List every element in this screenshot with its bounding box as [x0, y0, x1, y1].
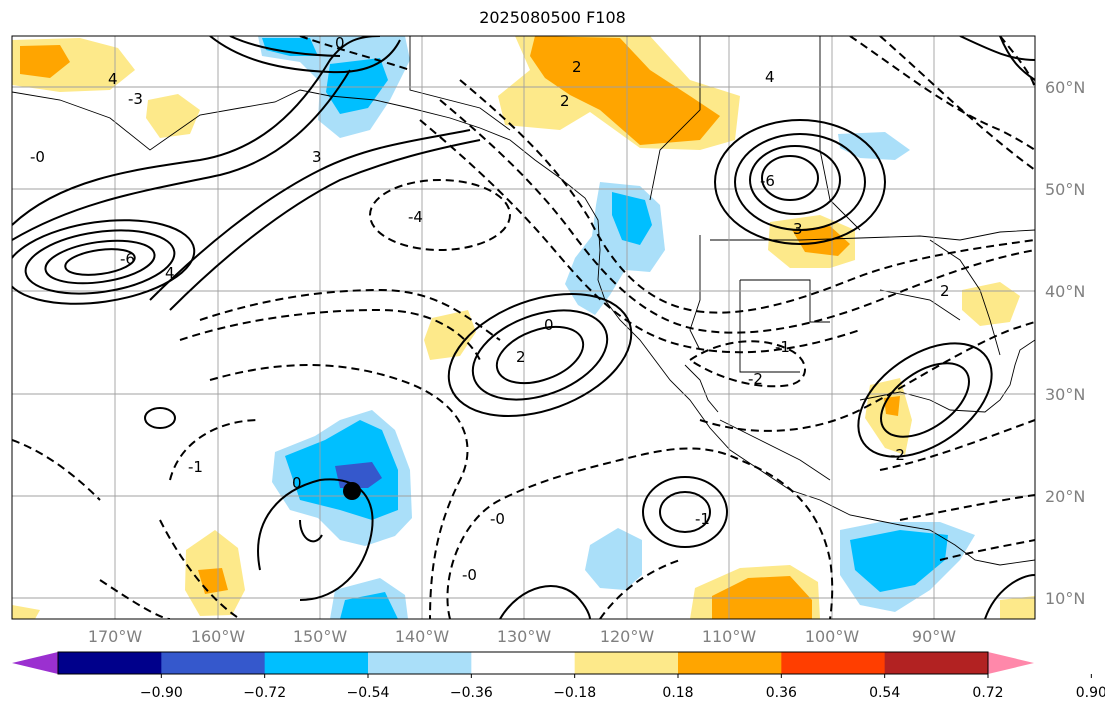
contour-label: -6 [760, 172, 775, 190]
colorbar-tick-label: 0.36 [766, 685, 797, 701]
contour-label: -1 [695, 510, 710, 528]
lon-label: 120°W [600, 627, 655, 646]
colorbar-tick-labels: −0.90 −0.72 −0.54 −0.36 −0.18 0.18 0.36 0.54 0.7… [140, 674, 1105, 701]
negative-anomaly-region [585, 528, 642, 590]
colorbar-cell [471, 652, 576, 674]
positive-anomaly-region [962, 282, 1020, 326]
colorbar-cell [264, 652, 369, 674]
colorbar-cell [161, 652, 266, 674]
colorbar-cell [884, 652, 989, 674]
lat-label: 10°N [1045, 589, 1085, 608]
contour-label-group: -6 4 0 3 -4 2 -6 4 3 -1 -1 -0 -0 0 2 -2 … [30, 34, 950, 584]
negative-anomaly-region [850, 530, 948, 592]
colorbar-tick-label: 0.54 [869, 685, 900, 701]
positive-anomaly-region [1000, 596, 1035, 619]
colorbar-tick-label: −0.72 [243, 685, 286, 701]
negative-anomaly-region [262, 38, 318, 56]
colorbar-cells [58, 652, 989, 674]
lon-label: 130°W [497, 627, 552, 646]
colorbar-cell [781, 652, 886, 674]
positive-anomaly-region [712, 576, 812, 619]
black-dot-marker [343, 482, 361, 500]
colorbar-extend-right [988, 652, 1034, 674]
coastlines [12, 36, 1035, 566]
colorbar-tick-label: −0.54 [347, 685, 390, 701]
colorbar-frame [57, 651, 989, 675]
lon-label: 110°W [702, 627, 757, 646]
contour-label: 2 [560, 92, 570, 110]
lon-label: 170°W [88, 627, 143, 646]
colorbar: −0.90 −0.72 −0.54 −0.36 −0.18 0.18 0.36 0.54 0.7… [12, 651, 1105, 701]
contour-label: -0 [462, 566, 477, 584]
contour-label: 4 [765, 68, 775, 86]
contour-label: 2 [940, 282, 950, 300]
colorbar-tick-label: 0.90 [1076, 685, 1105, 701]
contour-label: -3 [128, 90, 143, 108]
contour-label: 0 [335, 34, 345, 52]
negative-anomaly-region [340, 592, 398, 619]
negative-anomaly-region [838, 132, 910, 160]
lon-label: 100°W [805, 627, 860, 646]
figure-title: 2025080500 F108 [479, 8, 626, 27]
colorbar-tick-label: −0.90 [140, 685, 183, 701]
contour-label: -6 [120, 250, 135, 268]
positive-anomaly-region [20, 45, 70, 78]
colorbar-tick-label: −0.36 [450, 685, 493, 701]
colorbar-cell [574, 652, 679, 674]
lat-label: 60°N [1045, 78, 1085, 97]
positive-anomaly-region [530, 36, 720, 145]
colorbar-extend-left [12, 652, 58, 674]
lat-label: 40°N [1045, 282, 1085, 301]
longitude-labels: 170°W 160°W 150°W 140°W 130°W 120°W 110°… [88, 627, 956, 646]
contour-label: -4 [408, 208, 423, 226]
contour-label: 3 [312, 148, 322, 166]
map-border [11, 35, 1036, 620]
positive-anomaly-region [424, 310, 476, 360]
colorbar-cell [368, 652, 472, 674]
contour-label: -2 [890, 446, 905, 464]
contour-label: -1 [775, 338, 790, 356]
latitude-labels: 60°N 50°N 40°N 30°N 20°N 10°N [1045, 78, 1085, 608]
positive-anomaly-region [12, 605, 40, 619]
colorbar-tick-label: 0.18 [662, 685, 693, 701]
lon-label: 90°W [912, 627, 956, 646]
contour-label: 2 [572, 58, 582, 76]
positive-anomaly-region [884, 396, 900, 416]
lat-label: 30°N [1045, 385, 1085, 404]
contour-label: 4 [108, 70, 118, 88]
dashed-contour-lines [12, 36, 1035, 619]
contour-label: 0 [544, 316, 554, 334]
contour-label: 4 [165, 264, 175, 282]
contour-label: -2 [748, 370, 763, 388]
colorbar-cell [58, 652, 162, 674]
contour-label: 2 [516, 348, 526, 366]
contour-label: -0 [30, 148, 45, 166]
lon-label: 160°W [191, 627, 246, 646]
lat-label: 20°N [1045, 487, 1085, 506]
map-plot-area: -6 4 0 3 -4 2 -6 4 3 -1 -1 -0 -0 0 2 -2 … [12, 34, 1035, 619]
positive-anomaly-region [792, 226, 850, 256]
contour-lines [12, 36, 1035, 619]
contour-label: -1 [188, 458, 203, 476]
contour-label: -0 [490, 510, 505, 528]
contour-label: 3 [793, 220, 803, 238]
colorbar-cell [678, 652, 782, 674]
positive-anomaly-region [146, 94, 200, 138]
colorbar-tick-label: −0.18 [553, 685, 596, 701]
lat-label: 50°N [1045, 180, 1085, 199]
negative-anomaly-region [612, 192, 652, 245]
lon-label: 140°W [395, 627, 450, 646]
contour-label: 0 [292, 474, 302, 492]
lon-label: 150°W [293, 627, 348, 646]
colorbar-tick-label: 0.72 [972, 685, 1003, 701]
